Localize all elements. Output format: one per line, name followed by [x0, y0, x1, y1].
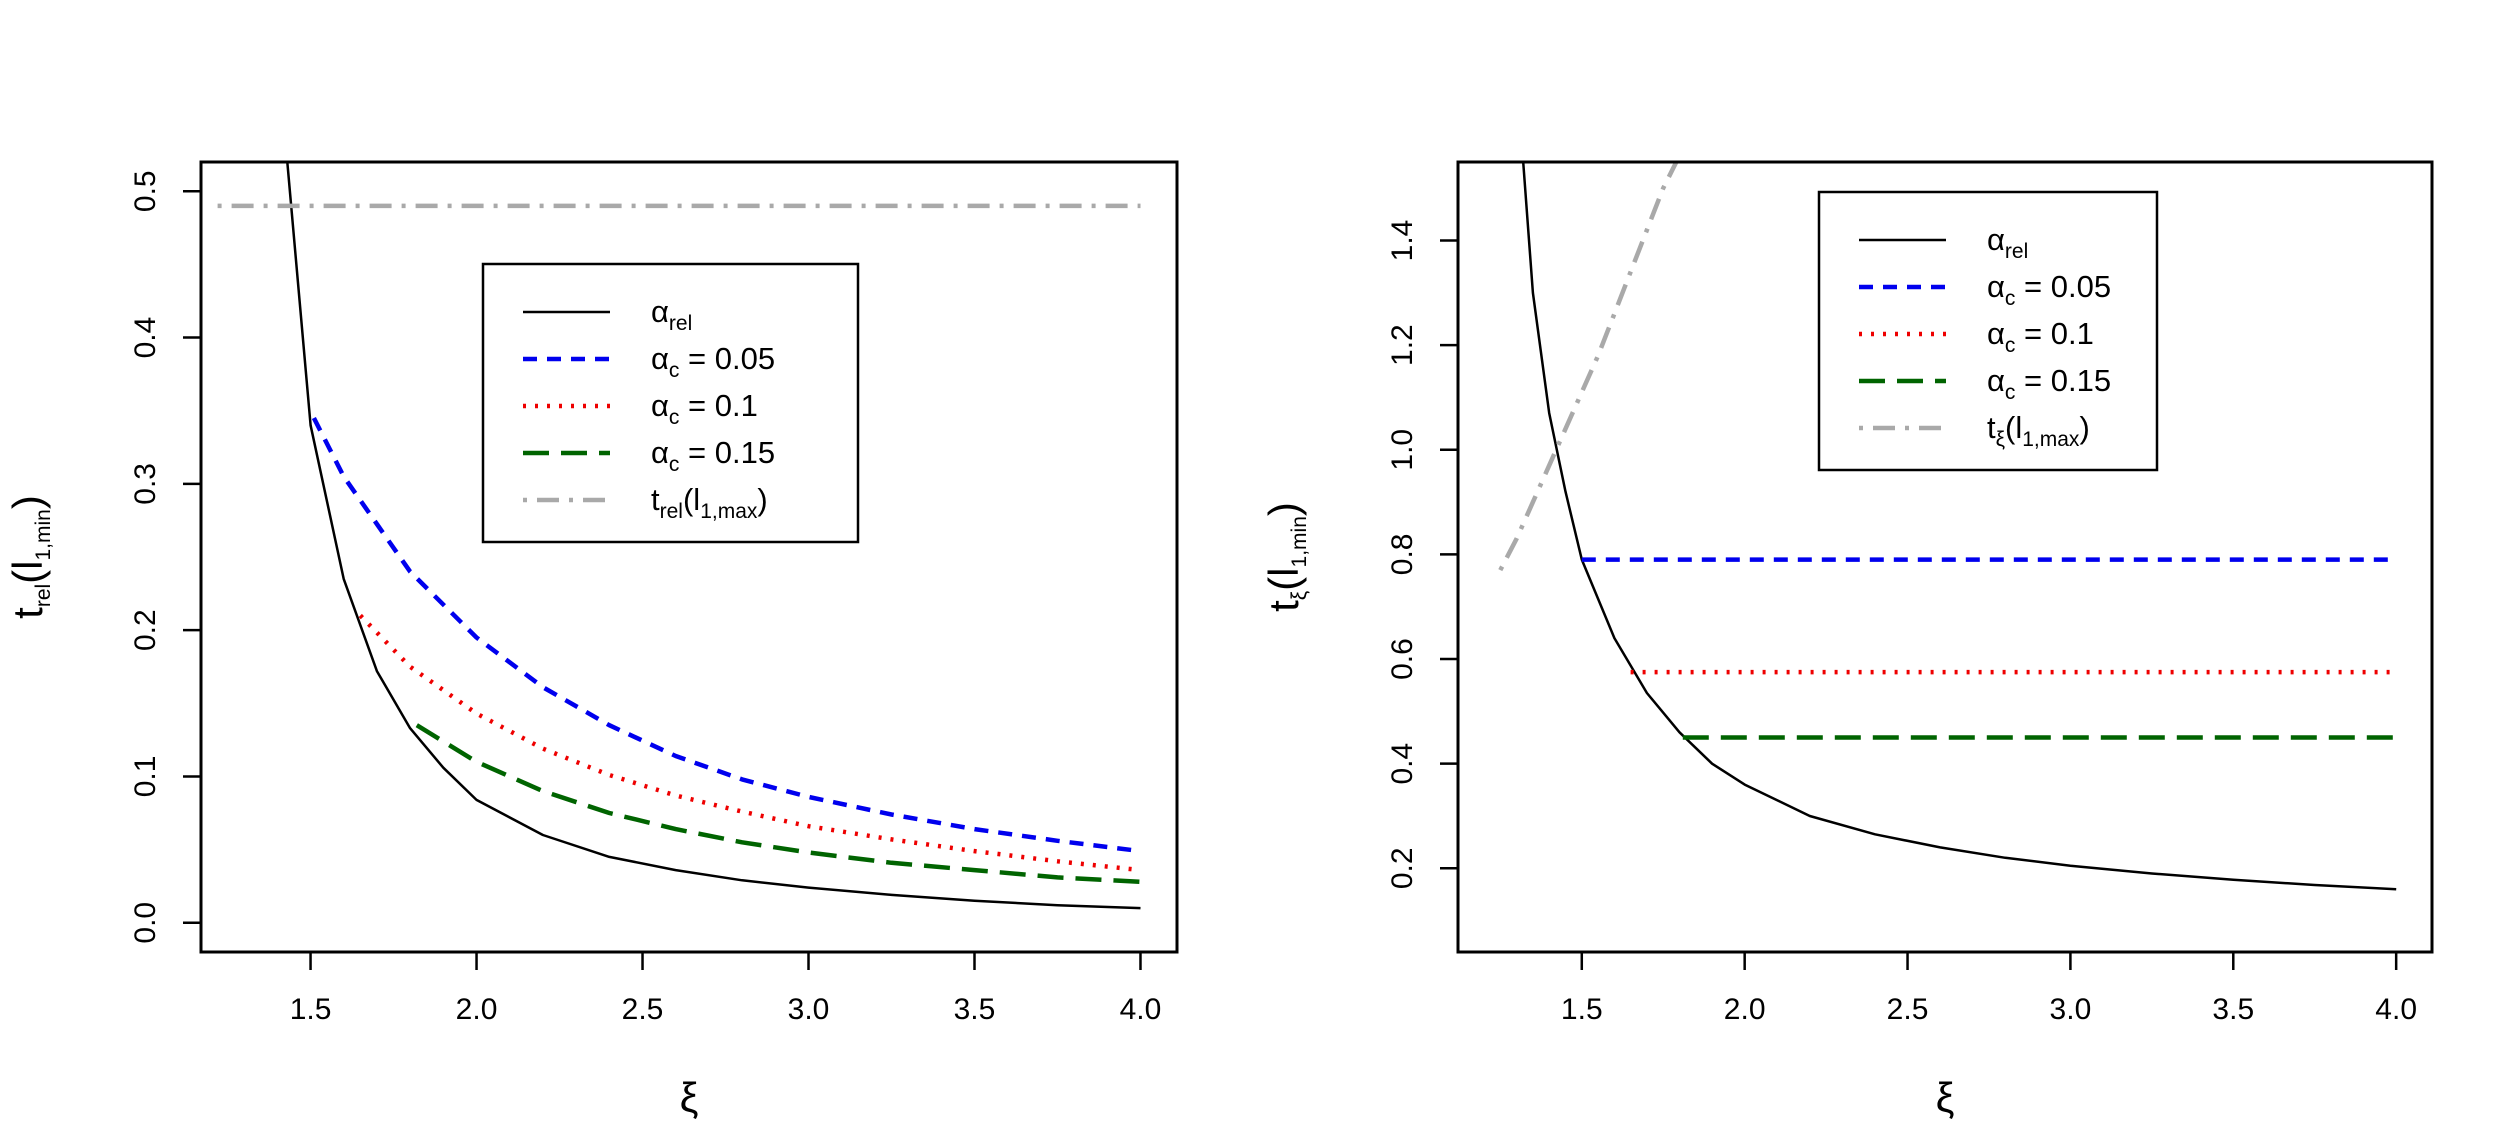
legend-label-subscript: ξ — [1996, 428, 2005, 451]
legend-label-alpha_rel: αrel — [651, 294, 692, 335]
y-axis-title-subscript: ξ — [1288, 591, 1311, 600]
series-line-alpha_rel — [286, 162, 1141, 910]
legend-label-alpha_c_015: αc = 0.15 — [1987, 363, 2111, 404]
legend-label-base: α — [651, 341, 669, 376]
x-tick-label: 4.0 — [1120, 993, 1162, 1026]
y-tick-label: 1.0 — [1386, 429, 1419, 471]
legend-box — [481, 262, 860, 544]
right-chart-panel: 1.5 2.0 2.5 3.0 3.5 4.0 0.2 0.4 0.6 0.8 1.0 1.2 1.4 ξ… — [1260, 160, 2434, 1121]
legend-label-alpha_c_005: αc = 0.05 — [651, 341, 775, 382]
y-tick-label: 0.3 — [129, 463, 162, 505]
y-tick-label: 0.4 — [1386, 743, 1419, 785]
series-group — [217, 162, 1141, 910]
legend-label-subscript: rel — [669, 312, 692, 335]
legend-label-t_max: tξ(l1,max) — [1987, 410, 2090, 451]
series-group — [1498, 162, 2397, 891]
legend-label-paren-subscript: 1,max — [700, 500, 758, 523]
series-line-alpha_c_005 — [311, 416, 1141, 854]
x-tick-label: 3.5 — [954, 993, 996, 1026]
y-tick-label: 0.5 — [129, 170, 162, 212]
series-line-t_max — [1498, 162, 1679, 572]
legend-label-value: = 0.15 — [679, 435, 775, 470]
y-axis-title: tξ(l1,min) — [1260, 502, 1311, 612]
legend-label-value: = 0.15 — [2015, 363, 2111, 398]
series-line-alpha_rel — [1521, 162, 2397, 891]
legend-label-alpha_rel: αrel — [1987, 222, 2028, 263]
legend-label-paren-subscript: 1,max — [2022, 428, 2080, 451]
y-tick-label: 0.1 — [129, 756, 162, 798]
y-axis-title-paren-subscript: 1,min — [32, 509, 55, 560]
y-tick-label: 1.4 — [1386, 220, 1419, 262]
x-tick-label: 3.0 — [788, 993, 830, 1026]
legend-label-alpha_c_01: αc = 0.1 — [651, 388, 758, 429]
x-tick-label: 2.5 — [622, 993, 664, 1026]
y-tick-label: 0.2 — [129, 609, 162, 651]
x-tick-label: 3.5 — [2212, 993, 2254, 1026]
y-tick-label: 1.2 — [1386, 324, 1419, 366]
y-tick-label: 0.8 — [1386, 534, 1419, 576]
legend-label-subscript: c — [669, 406, 680, 429]
legend-label-value: = 0.1 — [2015, 316, 2093, 351]
legend-label-subscript: c — [2005, 334, 2016, 357]
x-tick-label: 1.5 — [290, 993, 332, 1026]
series-line-alpha_c_015 — [415, 723, 1141, 885]
plot-box — [1456, 160, 2434, 954]
x-tick-label: 1.5 — [1561, 993, 1603, 1026]
legend-label-paren-close: ) — [2079, 410, 2089, 445]
legend-label-base: α — [1987, 363, 2005, 398]
y-axis-title-paren-close: ) — [4, 495, 51, 509]
legend-label-base: α — [1987, 316, 2005, 351]
legend-label-base: α — [1987, 222, 2005, 257]
legend-label-base: α — [651, 435, 669, 470]
legend-label-t_max: trel(l1,max) — [651, 482, 768, 523]
y-tick-label: 0.0 — [129, 902, 162, 944]
legend-label-alpha_c_015: αc = 0.15 — [651, 435, 775, 476]
legend-label-subscript: rel — [660, 500, 683, 523]
y-axis-title-paren: (l — [4, 561, 51, 584]
legend-label-base: α — [651, 294, 669, 329]
y-axis-title-base: t — [4, 607, 51, 619]
legend-label-subscript: rel — [2005, 240, 2028, 263]
x-axis-title: ξ — [1936, 1074, 1955, 1121]
legend-label-base: t — [1987, 410, 1996, 445]
legend-label-value: = 0.05 — [679, 341, 775, 376]
legend-label-base: α — [651, 388, 669, 423]
y-axis-title-base: t — [1260, 600, 1307, 612]
legend-label-subscript: c — [2005, 287, 2016, 310]
legend-label-value: = 0.05 — [2015, 269, 2111, 304]
legend-label-alpha_c_01: αc = 0.1 — [1987, 316, 2094, 357]
y-axis-title-subscript: rel — [32, 584, 55, 607]
x-tick-label: 2.0 — [456, 993, 498, 1026]
x-tick-label: 4.0 — [2375, 993, 2417, 1026]
legend-label-paren: (l — [2005, 410, 2022, 445]
plot-box — [199, 160, 1179, 954]
y-tick-label: 0.4 — [129, 317, 162, 359]
legend-box — [1817, 190, 2159, 472]
legend-label-subscript: c — [2005, 381, 2016, 404]
y-axis-title-paren-subscript: 1,min — [1288, 516, 1311, 567]
legend-label-subscript: c — [669, 359, 680, 382]
series-line-alpha_c_01 — [358, 613, 1141, 873]
x-tick-label: 3.0 — [2050, 993, 2092, 1026]
legend-label-subscript: c — [669, 453, 680, 476]
y-axis-title-paren-close: ) — [1260, 502, 1307, 516]
y-axis-title: trel(l1,min) — [4, 495, 55, 619]
y-tick-label: 0.6 — [1386, 638, 1419, 680]
legend-label-paren-close: ) — [757, 482, 767, 517]
y-tick-label: 0.2 — [1386, 847, 1419, 889]
x-axis-title: ξ — [680, 1074, 699, 1121]
legend-label-value: = 0.1 — [679, 388, 757, 423]
x-tick-label: 2.0 — [1724, 993, 1766, 1026]
legend-label-alpha_c_005: αc = 0.05 — [1987, 269, 2111, 310]
legend-label-paren: (l — [683, 482, 700, 517]
x-tick-label: 2.5 — [1887, 993, 1929, 1026]
legend-label-base: α — [1987, 269, 2005, 304]
legend-label-base: t — [651, 482, 660, 517]
y-axis-title-paren: (l — [1260, 567, 1307, 590]
left-chart-panel: 1.5 2.0 2.5 3.0 3.5 4.00.00.10.20.30.40.5ξtre… — [4, 160, 1179, 1121]
